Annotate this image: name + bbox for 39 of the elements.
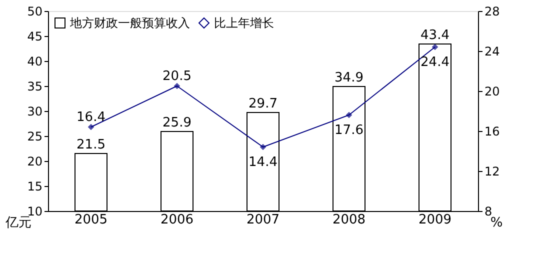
y2-tick-label: 16	[484, 124, 500, 138]
data-label: 34.9	[334, 70, 364, 86]
data-label: 20.5	[162, 69, 192, 84]
y-tick-label: 35	[27, 80, 42, 94]
y-tick-label: 10	[27, 204, 42, 218]
data-label: 16.4	[76, 110, 106, 125]
legend-label: 地方财政一般预算收入	[69, 16, 190, 30]
y2-tick-label: 20	[484, 84, 500, 98]
point	[260, 144, 266, 150]
y2-tick-label: 28	[484, 4, 500, 18]
y-axis-title: 亿元	[4, 216, 32, 230]
x-tick-label: 2009	[418, 212, 452, 228]
point	[346, 112, 352, 118]
y-tick-label: 50	[27, 4, 42, 18]
y2-tick-label: 8	[484, 204, 492, 218]
y-tick-label: 45	[27, 30, 42, 44]
y2-tick-label: 24	[484, 44, 500, 58]
y-tick-label: 40	[27, 54, 42, 68]
data-label: 21.5	[76, 138, 106, 152]
y-tick-label: 20	[27, 154, 42, 168]
point	[88, 124, 94, 130]
data-label: 24.4	[420, 55, 450, 70]
y-tick-label: 15	[27, 180, 42, 194]
x-tick-label: 2007	[246, 212, 280, 228]
y-tick-label: 25	[27, 130, 42, 144]
point	[174, 82, 180, 90]
data-label: 43.4	[420, 28, 450, 43]
x-tick-label: 2008	[332, 212, 366, 228]
x-tick-label: 2005	[74, 212, 108, 228]
data-label: 17.6	[334, 123, 364, 138]
y2-tick-label: 12	[484, 164, 500, 178]
data-label: 14.4	[248, 155, 278, 170]
data-label: 29.7	[248, 96, 278, 112]
legend-label: 比上年增长	[214, 16, 274, 30]
y2-axis-title: %	[490, 216, 503, 230]
x-tick-label: 2006	[160, 212, 194, 228]
data-label: 25.9	[162, 116, 192, 130]
y-tick-label: 30	[27, 104, 42, 118]
point	[432, 44, 438, 50]
